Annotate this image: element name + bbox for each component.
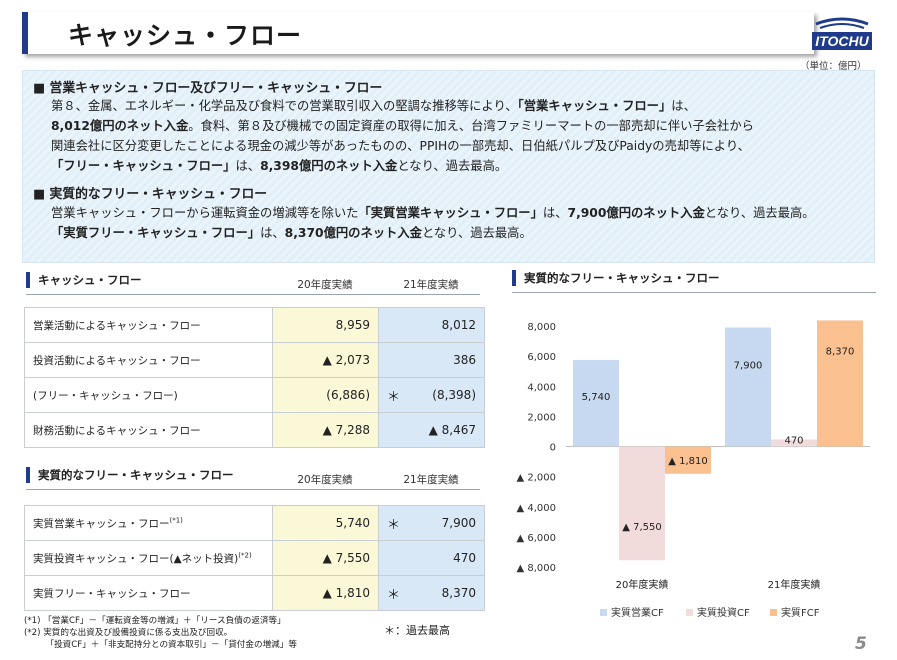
- value-fy21: ▲ 8,467: [378, 412, 485, 448]
- row-label: 営業活動によるキャッシュ・フロー: [24, 307, 273, 343]
- record-star: ＊: [387, 518, 401, 533]
- y-tick-label: 4,000: [527, 382, 556, 393]
- logo-text: ITOCHU: [815, 33, 869, 49]
- bar-0-0: [573, 360, 619, 447]
- legend-label: 実質投資CF: [697, 606, 750, 619]
- star-legend: ＊：過去最高: [384, 624, 450, 637]
- value-fy20: ▲ 1,810: [272, 575, 379, 611]
- y-tick-label: 8,000: [527, 322, 556, 333]
- legend-swatch: [686, 609, 693, 616]
- value-fy20: ▲ 7,288: [272, 412, 379, 448]
- y-tick-label: 2,000: [527, 412, 556, 423]
- bar-2-0: [665, 446, 711, 474]
- value-fy21: ＊ 7,900: [378, 505, 485, 541]
- table-row: 実質フリー・キャッシュ・フロー ▲ 1,810 ＊ 8,370: [24, 575, 485, 611]
- cashflow-table-title: キャッシュ・フロー: [26, 272, 142, 288]
- row-label: 財務活動によるキャッシュ・フロー: [24, 412, 273, 448]
- table-row: 投資活動によるキャッシュ・フロー ▲ 2,073 386: [24, 342, 485, 378]
- chart-title: 実質的なフリー・キャッシュ・フロー: [512, 270, 720, 286]
- category-label: 21年度実績: [768, 578, 821, 591]
- y-tick-label: ▲ 2,000: [517, 473, 557, 484]
- record-star: ＊: [387, 588, 401, 603]
- summary-heading-1: ■ 営業キャッシュ・フロー及びフリー・キャッシュ・フロー: [33, 81, 383, 96]
- legend-label: 実質営業CF: [611, 606, 664, 619]
- table-row: 実質営業キャッシュ・フロー(*1) 5,740 ＊ 7,900: [24, 505, 485, 541]
- data-label: ▲ 7,550: [622, 522, 662, 533]
- table-row: 財務活動によるキャッシュ・フロー ▲ 7,288 ▲ 8,467: [24, 412, 485, 448]
- bar-2-1: [817, 320, 863, 447]
- y-tick-label: 6,000: [527, 352, 556, 363]
- col-header-fy20: 20年度実績: [297, 279, 353, 291]
- page-title: キャッシュ・フロー: [68, 21, 303, 50]
- divider: [26, 489, 480, 490]
- value-fy20: 8,959: [272, 307, 379, 343]
- value-fy21: ＊ 8,370: [378, 575, 485, 611]
- footnote-3: 「投資CF」＋「非支配持分との資本取引」－「貸付金の増減」等: [24, 640, 297, 650]
- real-fcf-chart: 8,000 6,000 4,000 2,000 0 ▲ 2,000 ▲ 4,000 ▲ 6,0…: [517, 320, 870, 619]
- bar-0-1: [725, 327, 771, 447]
- title-bar: [22, 12, 814, 54]
- value-fy21: 386: [378, 342, 485, 378]
- cashflow-table: 営業活動によるキャッシュ・フロー 8,959 8,012 投資活動によるキャッシ…: [24, 307, 485, 448]
- value-fy21: 470: [378, 540, 485, 576]
- data-label: ▲ 1,810: [668, 456, 708, 467]
- bar-1-1: [771, 439, 817, 447]
- y-tick-label: 0: [550, 443, 556, 454]
- footnote-2: (*2) 実質的な出資及び設備投資に係る支出及び回収。: [24, 628, 233, 638]
- row-label: 実質投資キャッシュ・フロー(▲ネット投資)(*2): [24, 540, 273, 576]
- table-row: (フリー・キャッシュ・フロー) (6,886) ＊ (8,398): [24, 377, 485, 413]
- divider: [26, 294, 480, 295]
- real-fcf-table-title: 実質的なフリー・キャッシュ・フロー: [26, 467, 234, 483]
- record-star: ＊: [387, 390, 401, 405]
- legend-swatch: [770, 609, 777, 616]
- table-row: 営業活動によるキャッシュ・フロー 8,959 8,012: [24, 307, 485, 343]
- data-label: 5,740: [582, 392, 611, 403]
- real-fcf-table: 実質営業キャッシュ・フロー(*1) 5,740 ＊ 7,900 実質投資キャッシュ…: [24, 505, 485, 611]
- value-fy21: ＊ (8,398): [378, 377, 485, 413]
- value-fy20: ▲ 7,550: [272, 540, 379, 576]
- data-label: 8,370: [826, 346, 855, 357]
- value-fy21: 8,012: [378, 307, 485, 343]
- value-fy20: ▲ 2,073: [272, 342, 379, 378]
- footnote-1: (*1) 「営業CF」－「運転資金等の増減」＋「リース負債の返済等」: [24, 616, 286, 626]
- y-tick-label: ▲ 8,000: [517, 563, 557, 574]
- legend-label: 実質FCF: [781, 606, 820, 619]
- data-label: 7,900: [734, 361, 763, 372]
- summary-line: 関連会社に区分変更したことによる現金の減少等があったものの、PPIHの一部売却、…: [51, 139, 750, 153]
- summary-line: 「実質フリー・キャッシュ・フロー」は、8,370億円のネット入金となり、過去最高…: [51, 226, 532, 240]
- summary-line: 営業キャッシュ・フローから運転資金の増減等を除いた「実質営業キャッシュ・フロー」…: [51, 206, 815, 220]
- page-number: 5: [855, 634, 867, 654]
- value-fy20: 5,740: [272, 505, 379, 541]
- data-label: 470: [784, 435, 803, 446]
- itochu-logo: ITOCHU: [812, 17, 872, 50]
- row-label: 投資活動によるキャッシュ・フロー: [24, 342, 273, 378]
- bar-1-0: [619, 446, 665, 561]
- category-label: 20年度実績: [616, 578, 669, 591]
- table-row: 実質投資キャッシュ・フロー(▲ネット投資)(*2) ▲ 7,550 470: [24, 540, 485, 576]
- y-tick-label: ▲ 6,000: [517, 533, 557, 544]
- y-tick-label: ▲ 4,000: [517, 503, 557, 514]
- summary-line: 8,012億円のネット入金。食料、第８及び機械での固定資産の取得に加え、台湾ファ…: [51, 119, 754, 133]
- summary-line: 第８、金属、エネルギー・化学品及び食料での営業取引収入の堅調な推移等により、「営…: [51, 99, 696, 113]
- row-label: 実質フリー・キャッシュ・フロー: [24, 575, 273, 611]
- summary-line: 「フリー・キャッシュ・フロー」は、8,398億円のネット入金となり、過去最高。: [51, 159, 508, 173]
- col-header-fy20: 20年度実績: [297, 474, 353, 486]
- divider: [512, 292, 876, 293]
- summary-box: ■ 営業キャッシュ・フロー及びフリー・キャッシュ・フロー 第８、金属、エネルギー…: [22, 70, 875, 263]
- unit-label: （単位：億円）: [800, 61, 867, 72]
- summary-heading-2: ■ 実質的なフリー・キャッシュ・フロー: [33, 187, 268, 202]
- legend-swatch: [600, 609, 607, 616]
- value-fy20: (6,886): [272, 377, 379, 413]
- col-header-fy21: 21年度実績: [403, 279, 459, 291]
- row-label: (フリー・キャッシュ・フロー): [24, 377, 273, 413]
- col-header-fy21: 21年度実績: [403, 474, 459, 486]
- row-label: 実質営業キャッシュ・フロー(*1): [24, 505, 273, 541]
